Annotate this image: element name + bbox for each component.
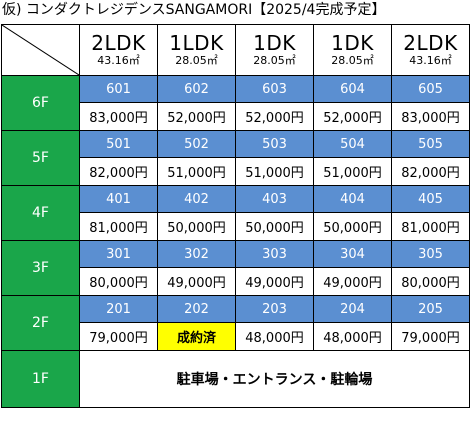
floor-label: 1F xyxy=(1,350,80,408)
room-number: 404 xyxy=(313,185,392,213)
rent-value: 80,000円 xyxy=(79,267,158,296)
room-number: 301 xyxy=(79,240,158,268)
rent-value: 83,000円 xyxy=(79,102,158,131)
room-number-row: 6F 601 602 603 604 605 xyxy=(1,75,470,131)
rent-value: 81,000円 xyxy=(391,212,470,241)
rent-value: 82,000円 xyxy=(391,157,470,186)
room-number-row: 2F 201 202 203 204 205 xyxy=(1,295,470,351)
floor-label: 5F xyxy=(1,130,80,186)
rent-value: 79,000円 xyxy=(79,322,158,351)
unit-area: 43.16㎡ xyxy=(409,54,452,67)
rent-row: 80,000円 49,000円 49,000円 49,000円 80,000円 xyxy=(2,267,470,296)
room-number: 203 xyxy=(235,295,314,323)
room-number: 302 xyxy=(157,240,236,268)
column-header: 2LDK 43.16㎡ xyxy=(391,24,470,76)
column-header: 2LDK 43.16㎡ xyxy=(79,24,158,76)
floor-label: 3F xyxy=(1,240,80,296)
unit-type: 2LDK xyxy=(403,31,458,55)
unit-type: 1DK xyxy=(331,31,374,55)
rent-row: 83,000円 52,000円 52,000円 52,000円 83,000円 xyxy=(2,102,470,131)
rent-value: 83,000円 xyxy=(391,102,470,131)
rent-value: 80,000円 xyxy=(391,267,470,296)
room-number: 503 xyxy=(235,130,314,158)
corner-cell xyxy=(1,24,80,76)
room-number: 304 xyxy=(313,240,392,268)
room-number: 505 xyxy=(391,130,470,158)
rent-value: 51,000円 xyxy=(313,157,392,186)
room-number: 401 xyxy=(79,185,158,213)
room-number: 403 xyxy=(235,185,314,213)
floor-label: 2F xyxy=(1,295,80,351)
room-number: 501 xyxy=(79,130,158,158)
rent-value: 50,000円 xyxy=(157,212,236,241)
floor-label: 6F xyxy=(1,75,80,131)
rent-value: 49,000円 xyxy=(313,267,392,296)
room-number: 205 xyxy=(391,295,470,323)
room-number: 402 xyxy=(157,185,236,213)
page-title: 仮) コンダクトレジデンスSANGAMORI【2025/4完成予定】 xyxy=(2,2,386,18)
rent-value: 48,000円 xyxy=(235,322,314,351)
unit-area: 28.05㎡ xyxy=(175,54,218,67)
column-header: 1DK 28.05㎡ xyxy=(313,24,392,76)
rent-value: 52,000円 xyxy=(157,102,236,131)
ground-floor-facilities: 駐車場・エントランス・駐輪場 xyxy=(79,350,470,408)
unit-type: 1LDK xyxy=(169,31,224,55)
room-number: 303 xyxy=(235,240,314,268)
column-header: 1DK 28.05㎡ xyxy=(235,24,314,76)
rent-value: 81,000円 xyxy=(79,212,158,241)
unit-area: 43.16㎡ xyxy=(97,54,140,67)
rent-value: 52,000円 xyxy=(313,102,392,131)
room-number: 305 xyxy=(391,240,470,268)
rent-row: 79,000円 成約済 48,000円 48,000円 79,000円 xyxy=(2,322,470,351)
rent-value: 50,000円 xyxy=(235,212,314,241)
room-number-row: 3F 301 302 303 304 305 xyxy=(1,240,470,296)
room-number: 602 xyxy=(157,75,236,103)
rent-value: 51,000円 xyxy=(235,157,314,186)
rent-row: 82,000円 51,000円 51,000円 51,000円 82,000円 xyxy=(2,157,470,186)
ground-floor-row: 1F 駐車場・エントランス・駐輪場 xyxy=(1,350,470,408)
floor-label: 4F xyxy=(1,185,80,241)
rent-value: 82,000円 xyxy=(79,157,158,186)
room-number-row: 4F 401 402 403 404 405 xyxy=(1,185,470,241)
rent-value: 79,000円 xyxy=(391,322,470,351)
unit-area: 28.05㎡ xyxy=(253,54,296,67)
room-number: 603 xyxy=(235,75,314,103)
room-number: 604 xyxy=(313,75,392,103)
rent-value: 52,000円 xyxy=(235,102,314,131)
room-number: 201 xyxy=(79,295,158,323)
room-number: 504 xyxy=(313,130,392,158)
room-number: 605 xyxy=(391,75,470,103)
rent-value: 51,000円 xyxy=(157,157,236,186)
unit-type: 1DK xyxy=(253,31,296,55)
rent-value: 49,000円 xyxy=(235,267,314,296)
room-number: 405 xyxy=(391,185,470,213)
room-number: 202 xyxy=(157,295,236,323)
diagonal-line xyxy=(2,25,79,75)
room-number: 502 xyxy=(157,130,236,158)
column-header: 1LDK 28.05㎡ xyxy=(157,24,236,76)
room-availability-table: 2LDK 43.16㎡ 1LDK 28.05㎡ 1DK 28.05㎡ 1DK 28.05… xyxy=(1,24,470,408)
room-number: 204 xyxy=(313,295,392,323)
room-number-row: 5F 501 502 503 504 505 xyxy=(1,130,470,186)
unit-type: 2LDK xyxy=(91,31,146,55)
rent-value: 48,000円 xyxy=(313,322,392,351)
header-row: 2LDK 43.16㎡ 1LDK 28.05㎡ 1DK 28.05㎡ 1DK 28.05… xyxy=(1,24,470,76)
rent-value: 50,000円 xyxy=(313,212,392,241)
room-number: 601 xyxy=(79,75,158,103)
rent-value: 49,000円 xyxy=(157,267,236,296)
rent-row: 81,000円 50,000円 50,000円 50,000円 81,000円 xyxy=(2,212,470,241)
unit-area: 28.05㎡ xyxy=(331,54,374,67)
contracted-badge: 成約済 xyxy=(157,322,236,351)
